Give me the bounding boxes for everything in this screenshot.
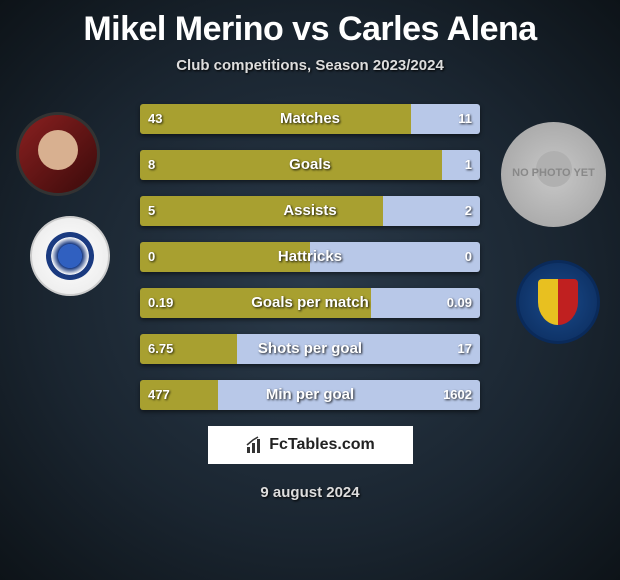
stats-container: 4311Matches 81Goals 52Assists 00Hattricks 0.… [140,104,480,410]
player2-club-logo [516,260,600,344]
stat-row: 4311Matches [140,104,480,134]
stat-row: 0.190.09Goals per match [140,288,480,318]
season-subtitle: Club competitions, Season 2023/2024 [0,57,620,74]
player1-photo [16,112,100,196]
comparison-title: Mikel Merino vs Carles Alena [0,0,620,49]
stat-label: Assists [140,196,480,226]
stat-label: Hattricks [140,242,480,272]
stat-label: Shots per goal [140,334,480,364]
stat-row: 6.7517Shots per goal [140,334,480,364]
date-text: 9 august 2024 [0,484,620,501]
player2-photo [501,122,606,227]
stat-row: 4771602Min per goal [140,380,480,410]
stat-label: Min per goal [140,380,480,410]
stat-row: 81Goals [140,150,480,180]
chart-icon [245,435,265,455]
stat-row: 52Assists [140,196,480,226]
site-logo: FcTables.com [208,426,413,464]
stat-label: Goals per match [140,288,480,318]
stat-row: 00Hattricks [140,242,480,272]
stat-label: Goals [140,150,480,180]
site-logo-text: FcTables.com [269,436,375,454]
player1-club-logo [30,216,110,296]
stat-label: Matches [140,104,480,134]
